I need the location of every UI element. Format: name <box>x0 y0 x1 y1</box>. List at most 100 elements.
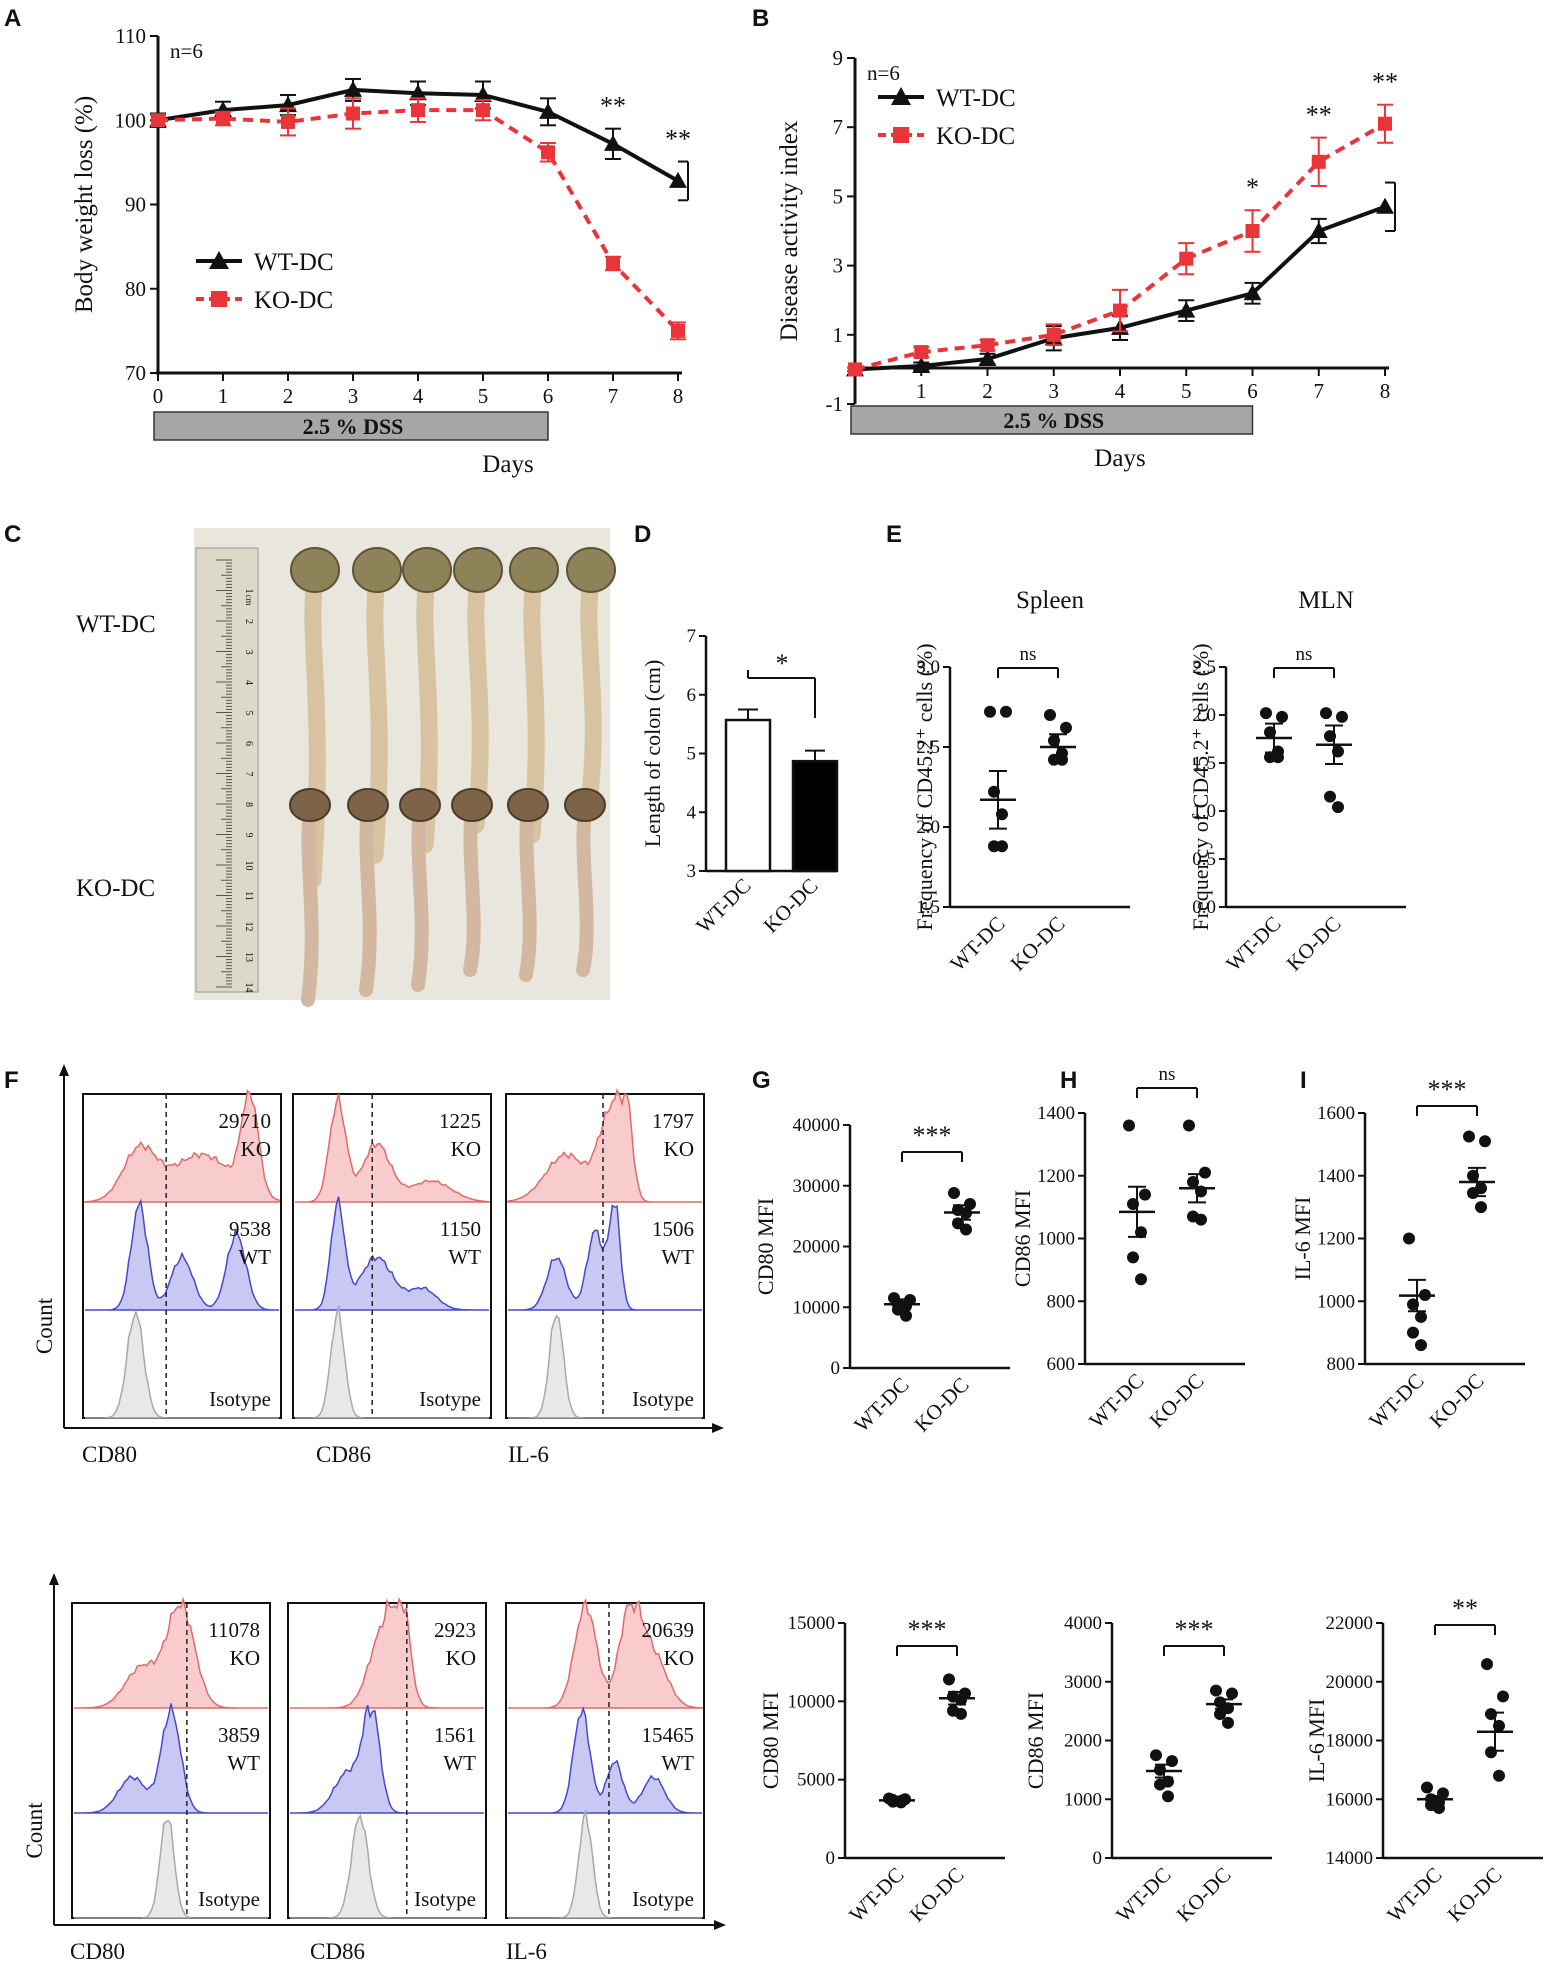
colon-body <box>463 803 481 977</box>
isotype-histogram <box>508 1314 702 1419</box>
data-point <box>1177 301 1196 318</box>
y-tick-label: 5000 <box>797 1770 835 1791</box>
data-point <box>1378 116 1392 131</box>
n-label: n=6 <box>170 39 203 63</box>
x-tick-label: 5 <box>478 384 489 408</box>
axis-arrow <box>712 1423 724 1433</box>
ruler-number: 5 <box>243 711 254 716</box>
significance-annotation: ns <box>1020 644 1037 665</box>
histogram-IL-6: 1797 KO 1506 WT Isotype <box>505 1087 705 1419</box>
significance-annotation: *** <box>913 1121 952 1150</box>
axis-arrow <box>49 1573 59 1585</box>
y-tick-label: 1400 <box>1317 1166 1355 1187</box>
y-axis-title: CD80 MFI <box>758 1692 783 1789</box>
ruler-number: 2 <box>243 619 254 624</box>
y-tick-label: 3 <box>687 861 697 882</box>
data-point <box>1245 224 1260 238</box>
data-point <box>1260 707 1272 720</box>
ruler-number: 11 <box>243 891 254 901</box>
data-point <box>1463 1130 1475 1143</box>
bar <box>791 759 839 873</box>
y-tick-label: 800 <box>1047 1291 1076 1312</box>
x-tick-label: 4 <box>413 384 424 408</box>
data-point <box>1493 1769 1505 1782</box>
y-tick-label: 1.0 <box>1192 801 1216 822</box>
series-KO-DC <box>847 103 1393 377</box>
colon-ko <box>399 788 441 992</box>
x-tick-label: 7 <box>1314 379 1325 403</box>
histogram-frame <box>505 1602 705 1919</box>
panel-label: F <box>4 1067 19 1094</box>
colon-cecum <box>564 788 606 822</box>
data-point <box>1479 1135 1491 1148</box>
x-tick-label: 1 <box>218 384 229 408</box>
data-point <box>151 113 165 128</box>
data-point <box>411 103 425 118</box>
y-tick-label: 15000 <box>788 1613 836 1634</box>
data-point <box>346 106 360 121</box>
treatment-label: 2.5 % DSS <box>303 414 404 439</box>
data-point <box>948 1187 960 1200</box>
histogram-CD80: 29710 KO 9538 WT Isotype <box>82 1089 282 1419</box>
y-tick-label: 2.0 <box>916 817 940 838</box>
y-tick-label: 2.5 <box>916 737 940 758</box>
x-tick-label: 8 <box>673 384 684 408</box>
ko-label: KO <box>664 1646 694 1670</box>
data-point <box>1210 1684 1222 1697</box>
wt-label: WT <box>448 1245 481 1269</box>
wt-mfi-value: 3859 <box>218 1723 260 1747</box>
colon-body <box>467 571 489 834</box>
ruler-number: 1 <box>243 589 254 594</box>
y-tick-label: 20000 <box>793 1237 841 1258</box>
wt-label: WT <box>238 1245 271 1269</box>
data-point <box>344 80 362 97</box>
data-point <box>541 145 555 160</box>
data-point <box>1475 1201 1487 1214</box>
y-tick-label: 20000 <box>1326 1672 1374 1693</box>
data-point <box>1407 1326 1419 1339</box>
panel-label: H <box>1060 1067 1077 1094</box>
data-point <box>1243 284 1262 301</box>
data-point <box>1415 1339 1427 1352</box>
x-tick-label: 6 <box>543 384 554 408</box>
data-point <box>1060 721 1072 734</box>
data-point <box>1179 251 1194 266</box>
x-axis-title: Days <box>1094 445 1145 472</box>
histogram-CD86: 1225 KO 1150 WT Isotype <box>292 1093 492 1419</box>
x-tick-label: 3 <box>1049 379 1060 403</box>
wt-label: WT <box>227 1751 260 1775</box>
treatment-label: 2.5 % DSS <box>1003 408 1104 433</box>
y-tick-label: 2.0 <box>1192 705 1216 726</box>
data-point <box>1046 327 1061 342</box>
colon-cecum <box>566 547 616 593</box>
data-point <box>960 1223 972 1236</box>
panel-label: G <box>752 1067 771 1094</box>
isotype-label: Isotype <box>632 1387 694 1411</box>
data-point <box>984 705 996 718</box>
y-tick-label: 100 <box>115 108 147 132</box>
y-tick-label: 1 <box>833 323 844 347</box>
significance-annotation: ** <box>1452 1594 1478 1623</box>
isotype-histogram <box>295 1305 489 1419</box>
y-tick-label: 1200 <box>1317 1229 1355 1250</box>
significance-annotation: ** <box>1372 68 1398 97</box>
data-point <box>1376 197 1394 214</box>
data-point <box>1135 1273 1147 1286</box>
data-point <box>1309 222 1328 238</box>
colon-ko <box>507 788 549 982</box>
x-tick-label: 6 <box>1247 379 1258 403</box>
legend-marker <box>893 127 909 143</box>
legend-entry: WT-DC <box>196 249 334 276</box>
data-point <box>1336 710 1348 723</box>
wt-mfi-value: 1506 <box>652 1217 694 1241</box>
data-point <box>1222 1716 1234 1729</box>
y-axis-title: Frequency of CD45.2⁺ cells (%) <box>912 643 937 930</box>
ko-histogram <box>295 1093 490 1203</box>
y-tick-label: 6 <box>687 685 697 706</box>
ko-histogram <box>290 1597 484 1709</box>
x-tick-label: 2 <box>982 379 993 403</box>
data-point <box>474 85 492 102</box>
y-tick-label: 0.5 <box>1192 849 1216 870</box>
data-point <box>1154 1778 1166 1791</box>
y-tick-label: 16000 <box>1326 1789 1374 1810</box>
